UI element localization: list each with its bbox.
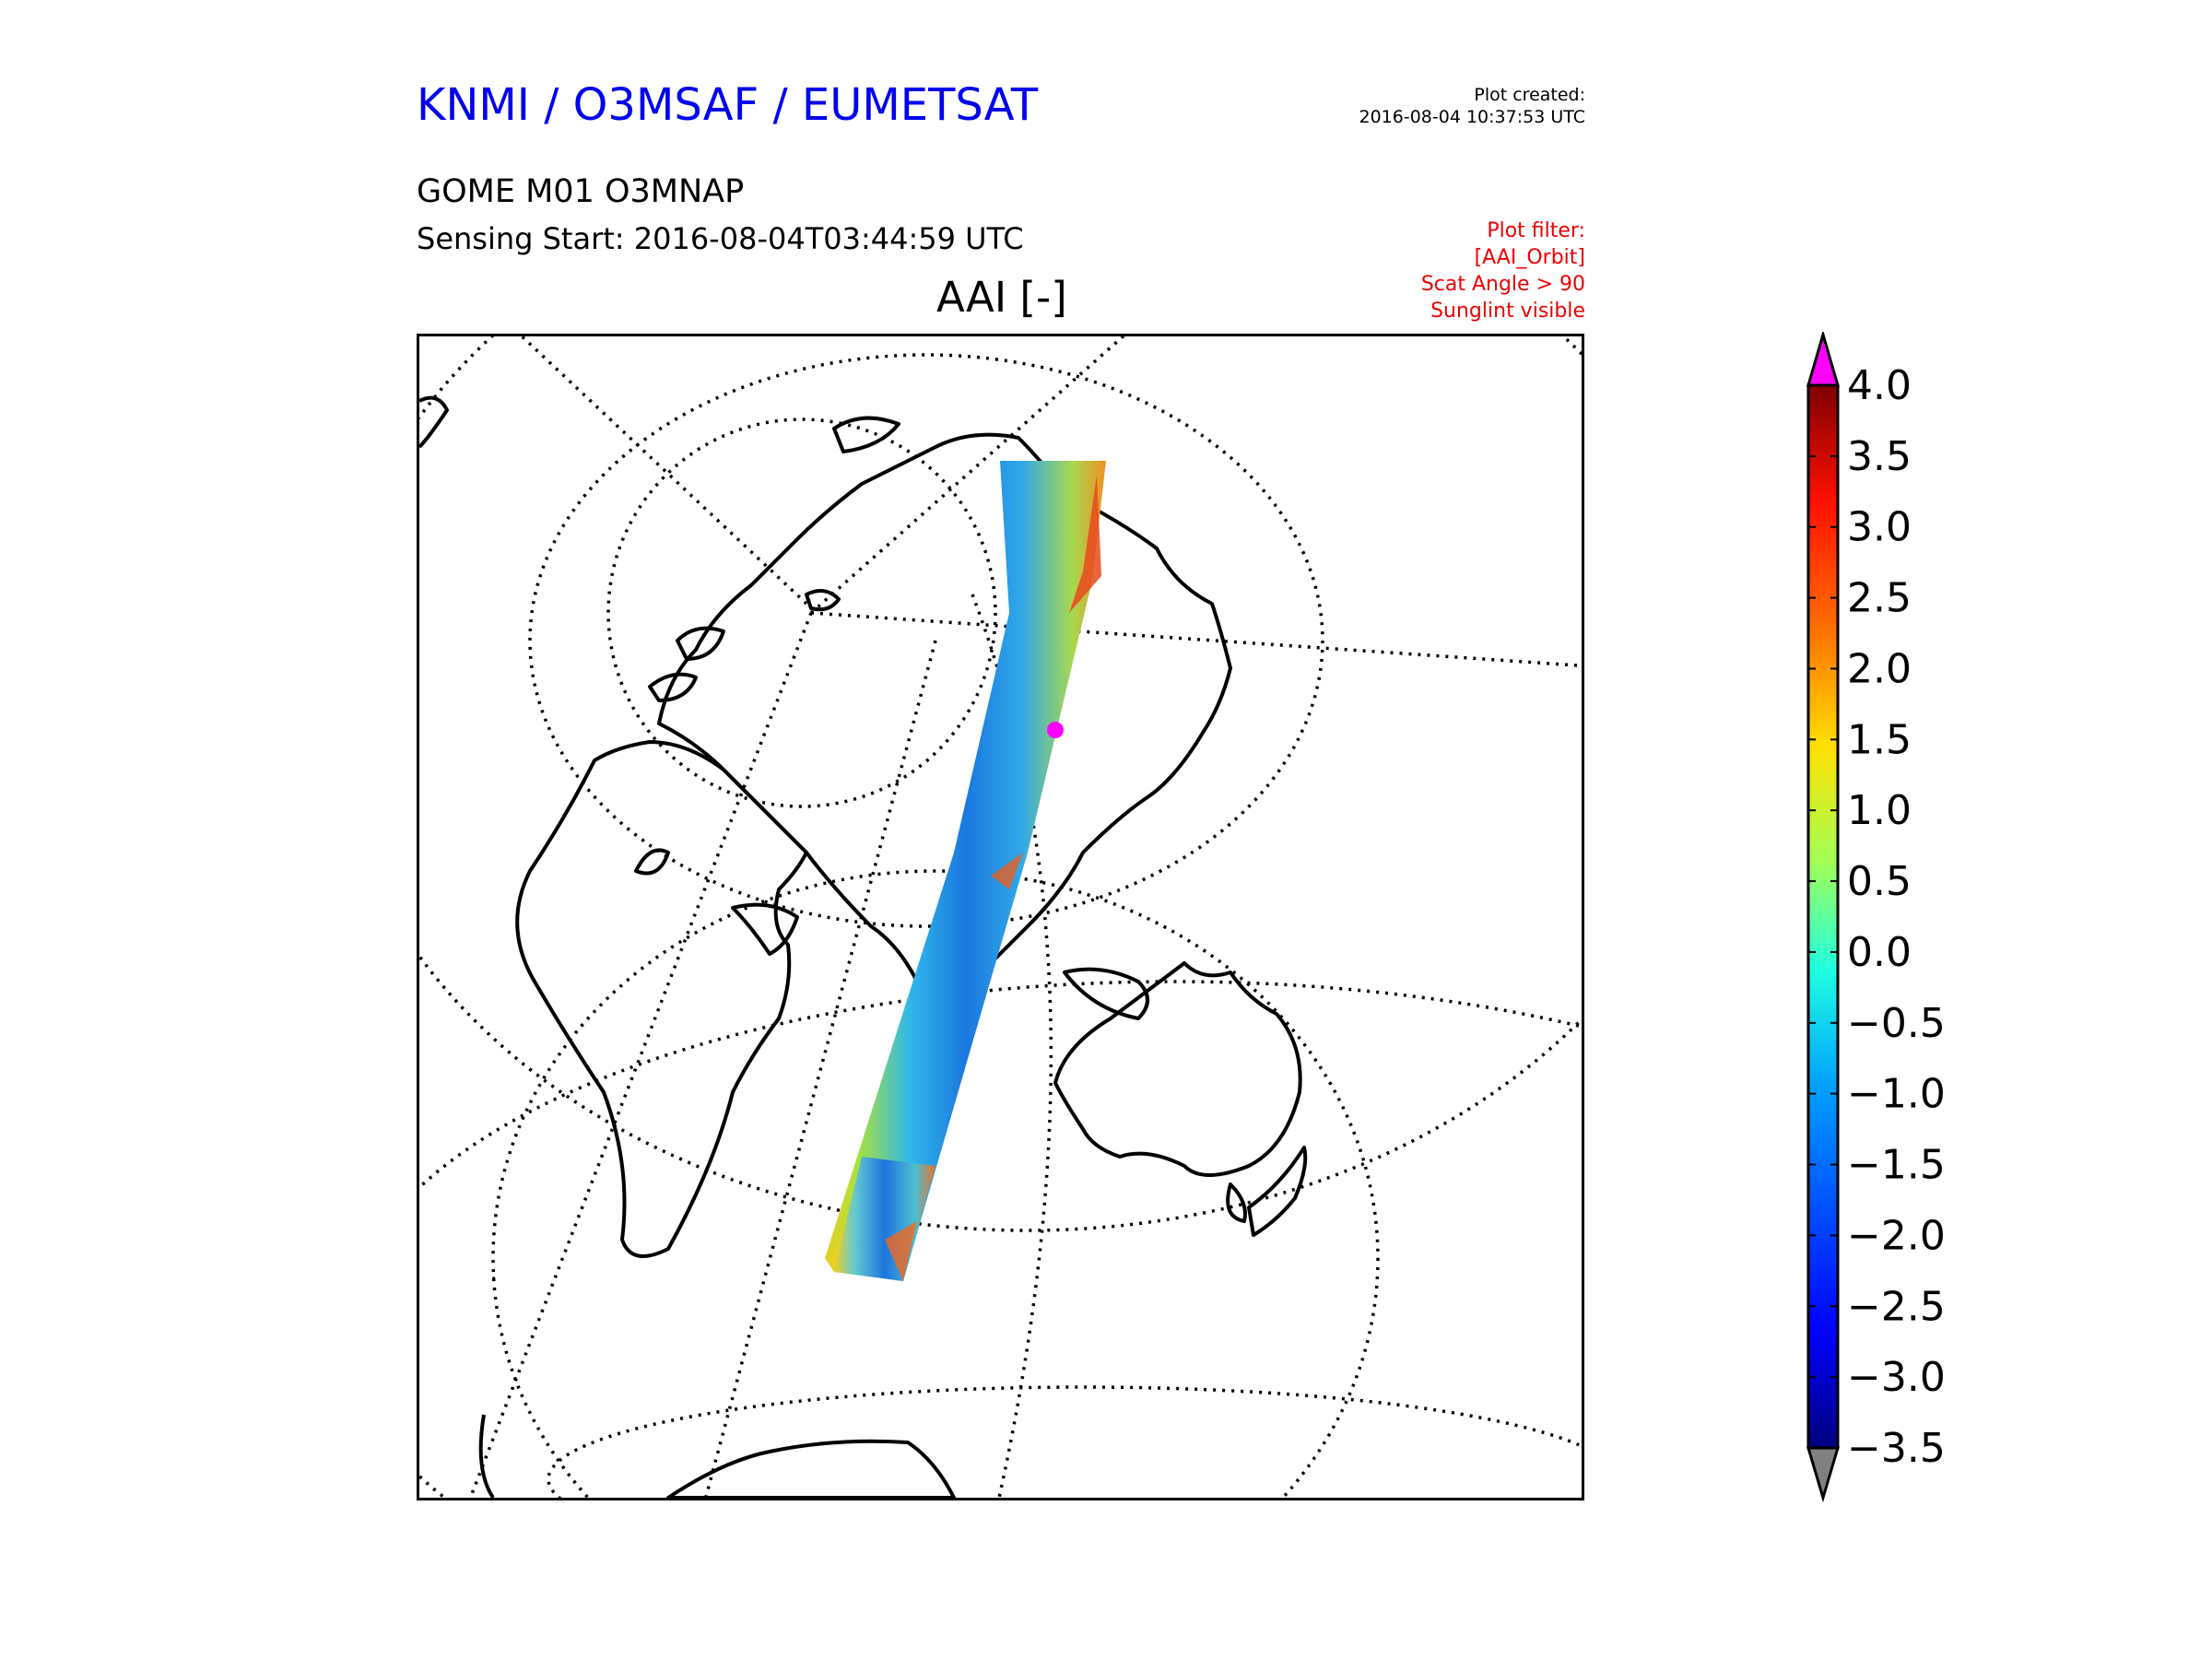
colorbar-tick-label: 0.5 [1847, 858, 1912, 905]
colorbar-gradient [1806, 383, 1840, 1450]
plot-filter-line: Sunglint visible [1430, 300, 1585, 323]
plot-filter-line: Scat Angle > 90 [1420, 273, 1585, 296]
colorbar-tick-label: 2.0 [1847, 645, 1912, 692]
plot-filter-line: Plot filter: [1487, 219, 1585, 242]
colorbar: 4.0 3.5 3.0 2.5 2.0 1.5 1.0 0.5 0.0 −0.5 −1.0 −1.5 −… [1806, 332, 1946, 1502]
colorbar-tick-label: −1.0 [1847, 1071, 1946, 1118]
colorbar-tick-label: 1.5 [1847, 716, 1912, 763]
colorbar-tick-label: −3.0 [1847, 1354, 1946, 1401]
variable-title: AAI [-] [936, 273, 1067, 322]
high-aai-marker [1047, 722, 1064, 738]
colorbar-under-arrow [1806, 1446, 1841, 1502]
colorbar-ticks: 4.0 3.5 3.0 2.5 2.0 1.5 1.0 0.5 0.0 −0.5 −1.0 −1.5 −… [1808, 362, 1946, 1472]
plot-filter-box: Plot filter: [AAI_Orbit] Scat Angle > 90… [1421, 218, 1585, 324]
colorbar-tick-label: −3.5 [1847, 1425, 1946, 1472]
colorbar-tick-label: 0.0 [1847, 929, 1912, 976]
sensing-start: Sensing Start: 2016-08-04T03:44:59 UTC [417, 221, 1024, 256]
colorbar-tick-label: −2.0 [1847, 1212, 1946, 1259]
colorbar-tick-label: −2.5 [1847, 1283, 1946, 1330]
coastlines [419, 395, 1308, 1498]
colorbar-tick-label: 3.0 [1847, 504, 1912, 551]
colorbar-over-arrow [1806, 332, 1840, 387]
organization-title: KNMI / O3MSAF / EUMETSAT [417, 79, 1039, 131]
colorbar-tick-label: 4.0 [1847, 362, 1912, 409]
plot-created-timestamp: 2016-08-04 10:37:53 UTC [1359, 107, 1586, 127]
aai-swath [825, 461, 1106, 1281]
product-name: GOME M01 O3MNAP [417, 173, 745, 210]
colorbar-tick-label: 2.5 [1847, 575, 1912, 622]
colorbar-tick-label: 1.0 [1847, 787, 1912, 834]
map-canvas [419, 336, 1582, 1498]
colorbar-tick-label: 3.5 [1847, 433, 1912, 480]
plot-filter-line: [AAI_Orbit] [1474, 246, 1585, 269]
colorbar-tick-label: −1.5 [1847, 1142, 1946, 1189]
graticule [419, 336, 1582, 1498]
map-panel [417, 334, 1584, 1500]
plot-created-label: Plot created: [1474, 85, 1585, 105]
colorbar-tick-label: −0.5 [1847, 1000, 1946, 1047]
